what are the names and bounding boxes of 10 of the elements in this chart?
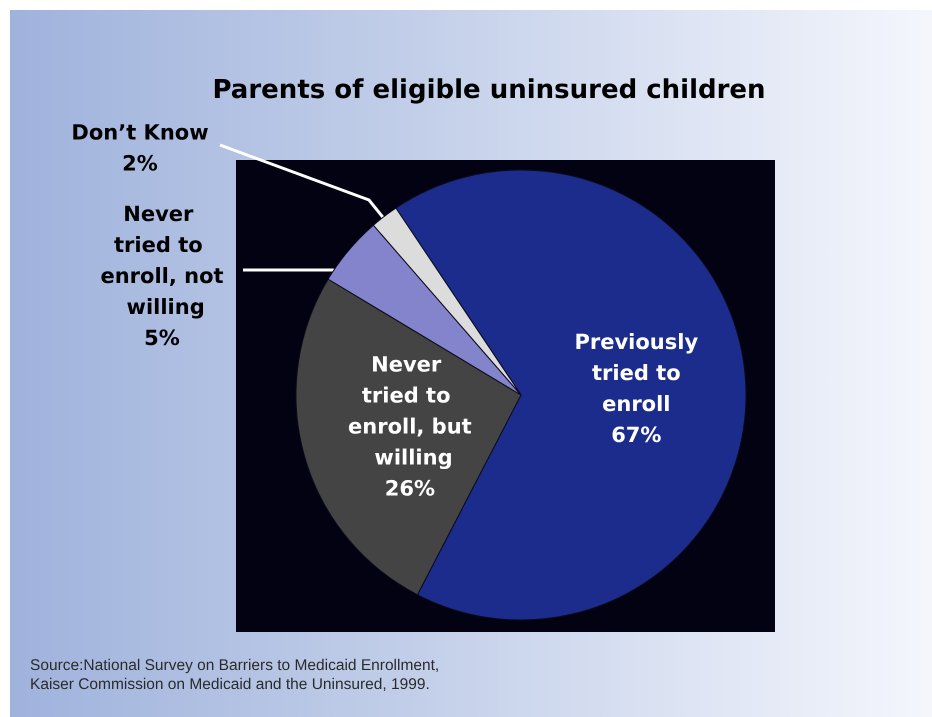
slice-label: Never tried to enroll, but willing — [348, 352, 472, 470]
data-label: 5% — [144, 326, 180, 350]
source-note: Source:National Survey on Barriers to Medicaid Enrollment, Kaiser Commission on Medicaid and the Uninsured, 1999. — [30, 656, 440, 694]
slice-label: Previously tried to enroll — [574, 330, 698, 416]
slice-label: Never tried to enroll, not willing — [100, 202, 224, 319]
data-label: 67% — [611, 423, 662, 448]
data-label: 26% — [384, 476, 435, 500]
chart-title: Parents of eligible uninsured children — [212, 75, 766, 105]
data-label: 2% — [122, 152, 158, 176]
slice-label: Don’t Know — [71, 120, 209, 144]
